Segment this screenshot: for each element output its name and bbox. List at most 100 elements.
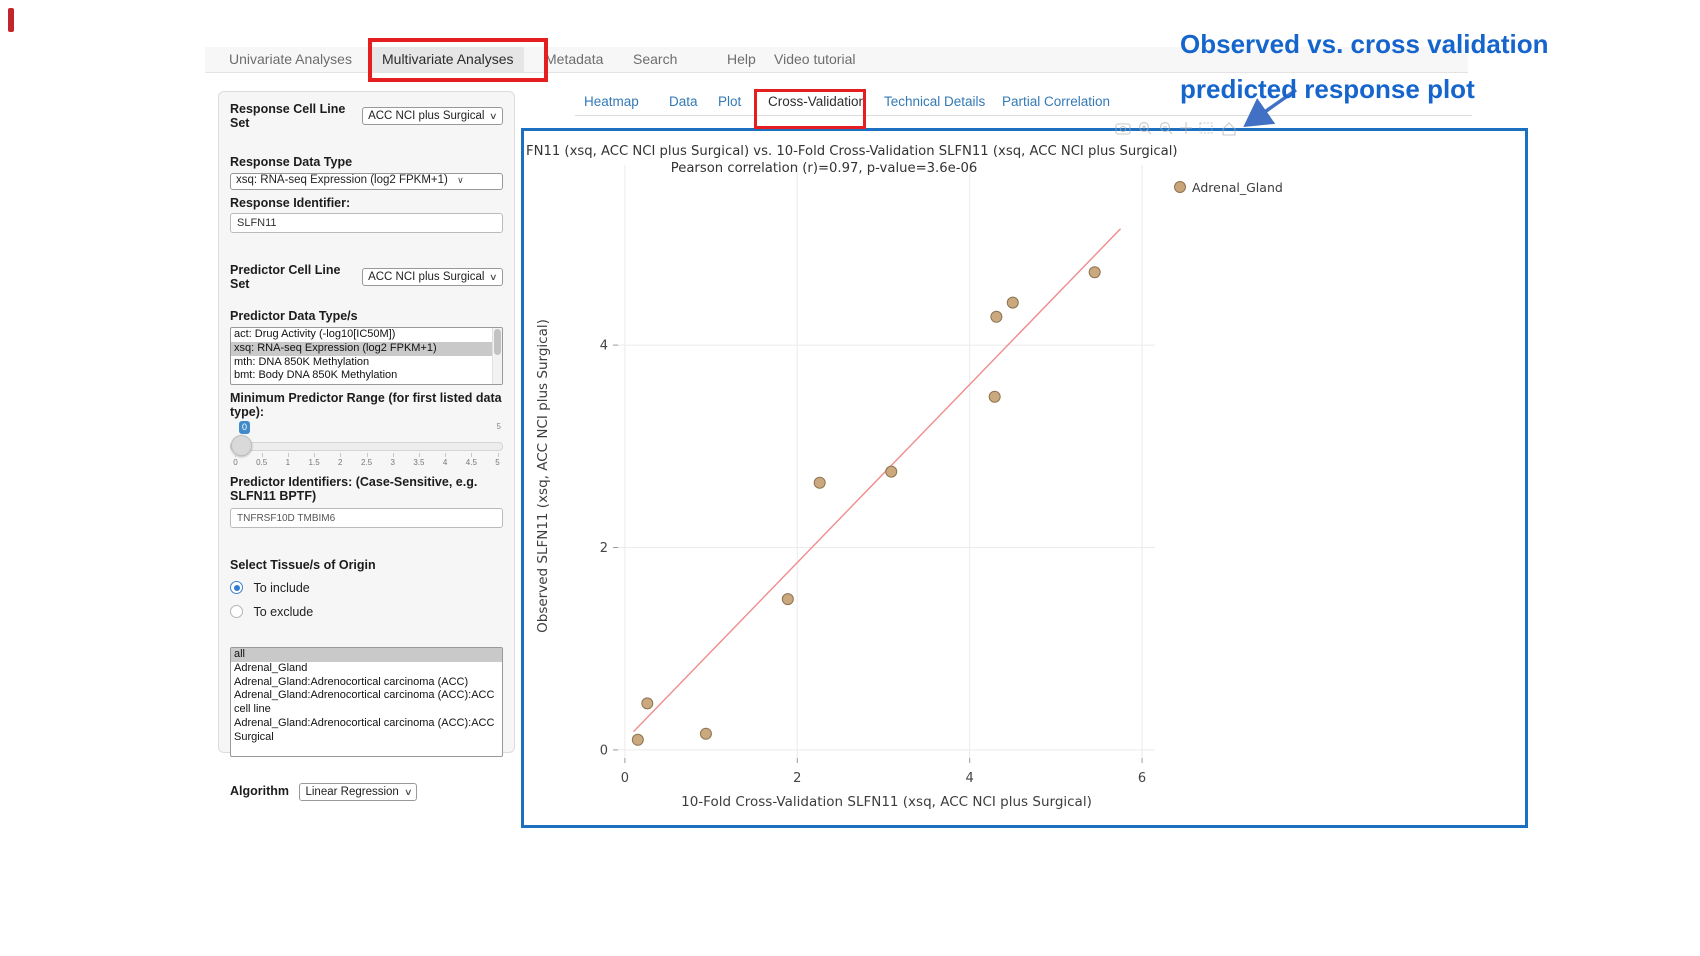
list-option[interactable]: Adrenal_Gland:Adrenocortical carcinoma (… <box>234 689 495 716</box>
slider-handle[interactable] <box>231 435 252 456</box>
slider-tick-label: 3 <box>390 458 395 467</box>
chevron-down-icon: ∨ <box>489 110 498 121</box>
chart-subtitle: Pearson correlation (r)=0.97, p-value=3.… <box>671 161 978 176</box>
slider-max-label: 5 <box>496 422 501 431</box>
list-option[interactable]: act: Drug Activity (-log10[IC50M]) <box>234 328 396 340</box>
predictor-identifiers-input[interactable] <box>230 508 503 528</box>
annotation-arrow <box>1243 88 1298 128</box>
chevron-down-icon: ∨ <box>489 271 498 282</box>
scatter-point[interactable] <box>699 727 712 740</box>
list-option[interactable]: Adrenal_Gland:Adrenocortical carcinoma (… <box>234 675 469 688</box>
slider-tick <box>392 453 394 457</box>
annotation-line1: Observed vs. cross validation <box>1180 29 1549 59</box>
legend-label[interactable]: Adrenal_Gland <box>1192 180 1283 195</box>
min-predictor-range-slider: 0 5 0 0.5 1 1.5 2 2.5 3 3.5 4 4.5 5 <box>230 421 503 467</box>
scatter-point[interactable] <box>631 733 644 746</box>
scrollbar[interactable] <box>492 328 502 384</box>
plotly-modebar[interactable] <box>1115 122 1236 136</box>
nav-item-multivariate-analyses[interactable]: Multivariate Analyses <box>372 47 524 72</box>
predictor-data-types-label: Predictor Data Type/s <box>230 309 358 323</box>
radio-include-label: To include <box>253 581 310 595</box>
slider-tick <box>340 453 342 457</box>
list-option[interactable]: Adrenal_Gland <box>234 661 308 674</box>
slider-tick-label: 5 <box>495 458 500 467</box>
slider-tick <box>287 453 289 457</box>
x-tick-label: 6 <box>1138 771 1146 786</box>
red-highlight-multivariate <box>368 38 548 82</box>
scatter-point[interactable] <box>781 593 794 606</box>
list-option[interactable]: mth: DNA 850K Methylation <box>234 355 370 368</box>
slider-tick-label: 3.5 <box>413 458 425 467</box>
slider-tick <box>445 453 447 457</box>
slider-tick <box>235 453 237 457</box>
nav-item-univariate-analyses[interactable]: Univariate Analyses <box>229 51 352 67</box>
tab-plot[interactable]: Plot <box>718 94 742 109</box>
annotation-arrow-overlay <box>1115 88 1298 136</box>
predictor-cell-line-set-value: ACC NCI plus Surgical <box>368 271 485 283</box>
chart-title: FN11 (xsq, ACC NCI plus Surgical) vs. 10… <box>526 144 1178 159</box>
nav-item-video-tutorial[interactable]: Video tutorial <box>774 51 856 67</box>
tab-data[interactable]: Data <box>669 94 698 109</box>
tissue-listbox[interactable]: all Adrenal_Gland Adrenal_Gland:Adrenocort… <box>230 647 503 757</box>
slider-tick-label: 4 <box>442 458 448 467</box>
chevron-down-icon: ∨ <box>403 786 413 797</box>
scatter-point[interactable] <box>988 390 1001 403</box>
camera-icon[interactable] <box>1115 123 1131 135</box>
scatter-point[interactable] <box>813 476 826 489</box>
radio-include[interactable] <box>230 581 243 594</box>
slider-tick-label: 0.5 <box>256 458 268 467</box>
slider-tick-label: 2.5 <box>360 458 373 467</box>
nav-item-help[interactable]: Help <box>727 51 756 67</box>
scrollbar-thumb[interactable] <box>494 329 501 355</box>
home-icon[interactable] <box>1222 122 1236 136</box>
scatter-point[interactable] <box>990 310 1003 323</box>
tab-cross-validation[interactable]: Cross-Validation <box>768 94 867 109</box>
response-cell-line-set-select[interactable]: ACC NCI plus Surgical ∨ <box>362 107 503 125</box>
pan-icon[interactable] <box>1180 122 1192 134</box>
response-identifier-label: Response Identifier: <box>230 196 351 210</box>
y-tick-label: 4 <box>600 339 608 354</box>
algorithm-value: Linear Regression <box>305 786 399 798</box>
nav-item-search[interactable]: Search <box>633 51 678 67</box>
slider-tick <box>261 453 263 457</box>
x-tick-label: 0 <box>621 771 629 786</box>
predictor-data-types-listbox[interactable]: act: Drug Activity (-log10[IC50M]) xsq: R… <box>230 327 503 385</box>
response-cell-line-set-value: ACC NCI plus Surgical <box>368 110 485 122</box>
chevron-down-icon: ∨ <box>457 175 464 185</box>
predictor-identifiers-label: Predictor Identifiers: (Case-Sensitive, … <box>230 475 478 503</box>
scatter-chart: 0 2 4 6 0 2 4 FN11 (xsq, ACC NCI plus Surgical)… <box>526 144 1283 810</box>
screen-corner-artifact <box>8 8 14 32</box>
slider-track[interactable] <box>230 442 503 451</box>
scatter-point[interactable] <box>885 465 898 478</box>
legend-marker[interactable] <box>1174 181 1186 193</box>
list-option[interactable]: xsq: RNA-seq Expression (log2 FPKM+1) <box>231 341 502 356</box>
regression-line <box>633 228 1122 733</box>
radio-exclude[interactable] <box>230 605 243 618</box>
top-navbar: Univariate Analyses Multivariate Analyses… <box>205 47 1468 73</box>
response-identifier-input[interactable] <box>230 213 503 233</box>
algorithm-select[interactable]: Linear Regression ∨ <box>299 783 418 801</box>
list-option[interactable]: all <box>231 648 502 662</box>
box-select-icon[interactable] <box>1199 122 1213 134</box>
scatter-point[interactable] <box>1006 296 1019 309</box>
list-option[interactable]: bmt: Body DNA 850K Methylation <box>234 369 398 382</box>
tab-technical-details[interactable]: Technical Details <box>884 94 986 109</box>
scatter-point[interactable] <box>641 697 654 710</box>
min-predictor-range-label: Minimum Predictor Range (for first liste… <box>230 391 502 419</box>
response-data-type-label: Response Data Type <box>230 155 353 169</box>
scatter-point[interactable] <box>1088 266 1101 279</box>
response-data-type-value: xsq: RNA-seq Expression (log2 FPKM+1) <box>236 174 448 186</box>
x-axis-title: 10-Fold Cross-Validation SLFN11 (xsq, AC… <box>681 794 1092 810</box>
slider-tick-label: 1.5 <box>308 458 320 467</box>
response-data-type-select[interactable]: xsq: RNA-seq Expression (log2 FPKM+1) ∨ <box>230 173 503 190</box>
predictor-cell-line-set-select[interactable]: ACC NCI plus Surgical ∨ <box>362 268 503 286</box>
tissue-origin-label: Select Tissue/s of Origin <box>230 558 376 572</box>
annotation-line2: predicted response plot <box>1180 74 1475 104</box>
tab-partial-correlation[interactable]: Partial Correlation <box>1002 94 1111 109</box>
zoom-out-icon[interactable] <box>1160 122 1173 135</box>
zoom-in-icon[interactable] <box>1139 122 1152 135</box>
list-option[interactable]: Adrenal_Gland:Adrenocortical carcinoma (… <box>234 716 495 743</box>
tab-heatmap[interactable]: Heatmap <box>584 94 639 109</box>
nav-item-metadata[interactable]: Metadata <box>545 51 604 67</box>
slider-value-badge: 0 <box>239 421 251 434</box>
